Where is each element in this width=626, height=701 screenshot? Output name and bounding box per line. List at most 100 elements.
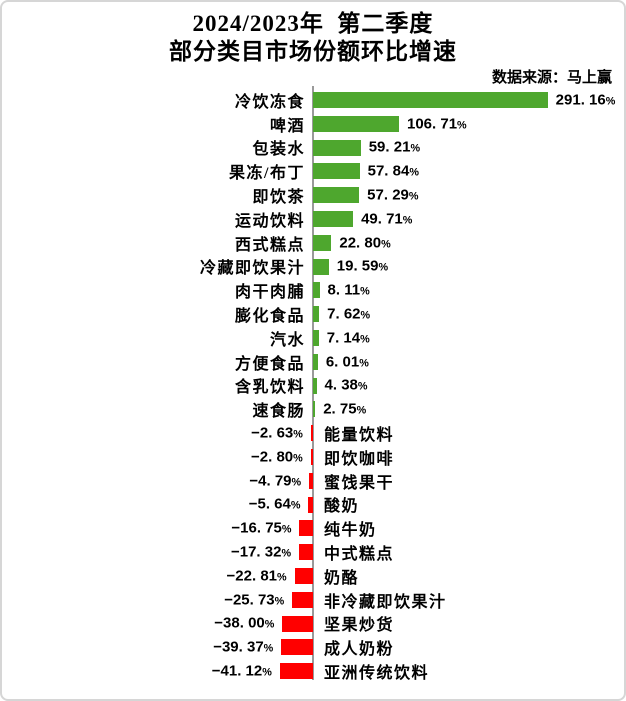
percent-sign: % — [408, 190, 419, 203]
category-label: 中式糕点 — [324, 546, 395, 564]
negative-bar — [299, 544, 313, 561]
chart: 冷饮冻食 291. 16% 啤酒 106. 71% 包装水 59. 21% 果冻/布丁 57.… — [2, 86, 624, 684]
percent-sign: % — [277, 571, 287, 584]
negative-bar — [310, 449, 313, 465]
bar-row: 亚洲传统饮料 −41. 12% — [2, 659, 624, 683]
percent-sign: % — [402, 214, 413, 227]
category-label: 含乳饮料 — [234, 379, 305, 397]
negative-bar — [299, 520, 313, 537]
percent-sign: % — [381, 238, 391, 251]
bar-row: 方便食品 6. 01% — [2, 350, 624, 374]
bar-row: 汽水 7. 14% — [2, 326, 624, 350]
positive-bar — [313, 306, 320, 323]
value-label: 291. 16% — [555, 91, 616, 109]
bar-row: 西式糕点 22. 80% — [2, 231, 624, 255]
bar-row: 肉干肉脯 8. 11% — [2, 278, 624, 302]
category-label: 非冷藏即饮果汁 — [324, 593, 447, 611]
bar-row: 果冻/布丁 57. 84% — [2, 159, 624, 183]
category-label: 酸奶 — [324, 498, 360, 516]
value-label: 4. 38% — [324, 376, 368, 394]
bar-row: 纯牛奶 −16. 75% — [2, 516, 624, 540]
positive-bar — [313, 211, 354, 227]
bar-row: 膨化食品 7. 62% — [2, 302, 624, 326]
category-label: 坚果炒货 — [324, 617, 395, 635]
bar-row: 酸奶 −5. 64% — [2, 493, 624, 517]
category-label: 肉干肉脯 — [234, 284, 305, 302]
value-label: 57. 84% — [367, 162, 419, 180]
category-label: 方便食品 — [234, 355, 305, 373]
value-label: −22. 81% — [226, 567, 287, 585]
percent-sign: % — [263, 642, 274, 655]
percent-sign: % — [262, 666, 272, 679]
percent-sign: % — [293, 428, 303, 441]
percent-sign: % — [359, 357, 369, 370]
negative-bar — [294, 568, 313, 584]
category-label: 即饮茶 — [252, 189, 305, 207]
chart-title: 2024/2023年 第二季度 部分类目市场份额环比增速 — [2, 10, 624, 66]
value-label: −5. 64% — [248, 495, 301, 513]
positive-bar — [313, 377, 317, 394]
percent-sign: % — [293, 452, 303, 465]
positive-bar — [313, 139, 361, 156]
bar-row: 中式糕点 −17. 32% — [2, 540, 624, 564]
category-label: 包装水 — [252, 141, 305, 159]
category-label: 冷饮冻食 — [234, 93, 305, 111]
percent-sign: % — [281, 547, 292, 560]
category-label: 奶酪 — [324, 569, 360, 587]
negative-bar — [281, 639, 313, 656]
negative-bar — [279, 663, 313, 680]
negative-bar — [308, 496, 313, 513]
value-label: 7. 14% — [326, 329, 370, 347]
negative-bar — [309, 472, 313, 489]
value-label: −25. 73% — [224, 591, 285, 609]
category-label: 冷藏即饮果汁 — [199, 260, 305, 278]
percent-sign: % — [291, 476, 302, 489]
positive-bar — [313, 258, 329, 275]
negative-bar — [310, 425, 313, 442]
value-label: 59. 21% — [368, 138, 421, 156]
category-label: 成人奶粉 — [324, 641, 395, 659]
category-label: 即饮咖啡 — [324, 450, 395, 468]
percent-sign: % — [290, 499, 301, 512]
percent-sign: % — [274, 595, 285, 608]
percent-sign: % — [378, 261, 389, 274]
percent-sign: % — [410, 142, 421, 155]
percent-sign: % — [360, 333, 370, 346]
value-label: 8. 11% — [327, 281, 370, 299]
value-label: −2. 80% — [251, 448, 303, 466]
bar-row: 即饮咖啡 −2. 80% — [2, 445, 624, 469]
chart-title-line2: 部分类目市场份额环比增速 — [169, 39, 457, 64]
percent-sign: % — [605, 95, 616, 108]
value-label: 106. 71% — [407, 115, 467, 133]
bar-row: 啤酒 106. 71% — [2, 112, 624, 136]
bar-row: 冷饮冻食 291. 16% — [2, 88, 624, 112]
value-label: −4. 79% — [249, 472, 302, 490]
bar-row: 运动饮料 49. 71% — [2, 207, 624, 231]
value-label: 57. 29% — [367, 186, 419, 204]
category-label: 膨化食品 — [234, 308, 305, 326]
value-label: 2. 75% — [323, 400, 367, 418]
percent-sign: % — [360, 285, 370, 298]
bar-row: 冷藏即饮果汁 19. 59% — [2, 255, 624, 279]
value-label: −16. 75% — [231, 519, 292, 537]
bar-row: 非冷藏即饮果汁 −25. 73% — [2, 588, 624, 612]
bar-row: 含乳饮料 4. 38% — [2, 374, 624, 398]
bar-row: 奶酪 −22. 81% — [2, 564, 624, 588]
bar-row: 成人奶粉 −39. 37% — [2, 635, 624, 659]
bar-row: 蜜饯果干 −4. 79% — [2, 469, 624, 493]
category-label: 果冻/布丁 — [229, 165, 305, 183]
value-label: −38. 00% — [214, 614, 275, 632]
positive-bar — [313, 187, 360, 204]
category-label: 西式糕点 — [234, 236, 305, 254]
value-label: −2. 63% — [251, 424, 303, 442]
value-label: 22. 80% — [339, 234, 391, 252]
category-label: 亚洲传统饮料 — [324, 665, 430, 683]
bar-row: 速食肠 2. 75% — [2, 397, 624, 421]
positive-bar — [313, 92, 548, 108]
value-label: 6. 01% — [325, 353, 369, 371]
value-label: 7. 62% — [327, 305, 371, 323]
value-label: −17. 32% — [230, 543, 292, 561]
category-label: 运动饮料 — [234, 212, 305, 230]
category-label: 啤酒 — [269, 117, 305, 135]
